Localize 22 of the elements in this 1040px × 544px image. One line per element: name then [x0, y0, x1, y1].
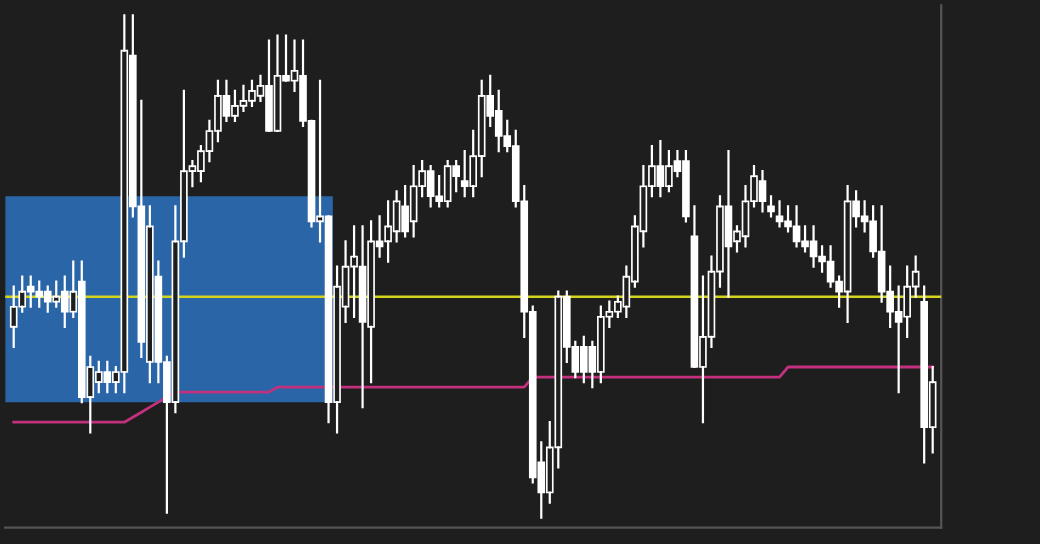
candlestick — [443, 160, 452, 208]
candlestick — [324, 215, 333, 424]
candlestick — [358, 225, 367, 409]
candlestick — [401, 185, 409, 238]
candlestick — [494, 89, 503, 153]
candlestick — [597, 305, 605, 384]
candlestick — [843, 185, 852, 323]
candlestick — [384, 200, 392, 263]
candlestick — [392, 190, 401, 243]
candlestick — [94, 360, 103, 394]
candlestick — [120, 14, 129, 394]
candlestick — [426, 165, 435, 208]
candlestick — [265, 39, 273, 132]
candlestick — [26, 275, 35, 308]
candlestick — [52, 280, 61, 308]
candlestick — [35, 280, 44, 308]
candlestick — [103, 360, 112, 394]
candlestick — [248, 79, 256, 107]
candlestick — [273, 34, 282, 132]
candlestick — [146, 205, 154, 384]
candlestick — [409, 165, 418, 238]
candlestick — [43, 285, 52, 313]
